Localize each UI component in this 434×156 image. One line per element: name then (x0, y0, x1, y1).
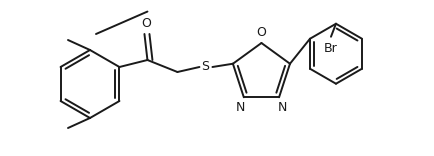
Text: S: S (201, 59, 210, 73)
Text: O: O (256, 26, 266, 39)
Text: Br: Br (324, 42, 338, 55)
Text: N: N (236, 101, 246, 114)
Text: O: O (141, 17, 151, 30)
Text: N: N (277, 101, 287, 114)
